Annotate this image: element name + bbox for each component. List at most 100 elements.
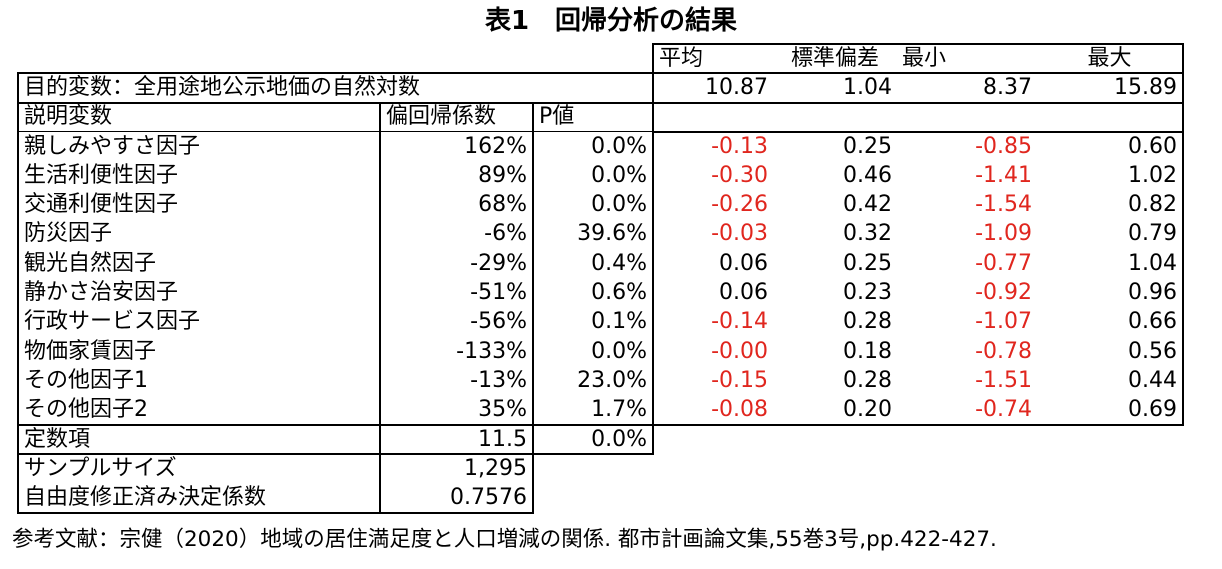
regression-table: 平均 標準偏差 最小 最大 目的変数：全用途地公示地価の自然対数 10.87 1…	[17, 42, 1184, 514]
row-variable-name: 物価家賃因子	[17, 336, 381, 367]
row-std: 0.25	[843, 250, 892, 276]
row-min: -0.77	[975, 250, 1032, 276]
target-min: 8.37	[897, 73, 1037, 104]
row-std: 0.28	[843, 309, 892, 335]
table-row: 交通利便性因子 68% 0.0% -0.26 0.42 -1.54 0.82	[17, 190, 1184, 220]
sample-size-label: サンプルサイズ	[17, 454, 381, 484]
row-p-value: 0.0%	[533, 161, 654, 191]
row-std: 0.46	[843, 162, 892, 188]
row-max: 0.60	[1037, 131, 1184, 162]
row-variable-name: その他因子1	[17, 366, 381, 396]
row-std: 0.20	[773, 395, 897, 426]
constant-coef: 11.5	[380, 424, 534, 456]
row-std: 0.42	[843, 192, 892, 218]
header-variable: 説明変数	[17, 102, 381, 133]
table-row: 生活利便性因子 89% 0.0% -0.30 0.46 -1.41 1.02	[17, 161, 1184, 191]
row-coef: 68%	[380, 190, 534, 220]
row-variable-name: 親しみやすさ因子	[17, 131, 381, 162]
row-std: 0.32	[843, 221, 892, 247]
header-mean: 平均	[652, 42, 773, 75]
row-mean: -0.14	[711, 309, 768, 335]
row-max: 0.44	[1037, 366, 1184, 396]
adj-r2-row: 自由度修正済み決定係数 0.7576	[17, 483, 1183, 514]
row-max: 1.04	[1037, 249, 1184, 279]
table-title: 表1 回帰分析の結果	[484, 6, 738, 36]
row-max: 0.96	[1037, 278, 1184, 308]
row-mean: -0.30	[711, 162, 768, 188]
header-max: 最大	[1037, 42, 1184, 75]
row-mean: -0.26	[711, 192, 768, 218]
sample-size-row: サンプルサイズ 1,295	[17, 454, 1183, 484]
target-max: 15.89	[1037, 73, 1184, 104]
target-std: 1.04	[773, 73, 897, 104]
row-coef: -29%	[380, 249, 534, 279]
row-max: 0.66	[1037, 307, 1184, 337]
sample-size-value: 1,295	[380, 454, 534, 484]
header-p: P値	[533, 102, 654, 133]
table-row: その他因子1 -13% 23.0% -0.15 0.28 -1.51 0.44	[17, 366, 1184, 396]
row-mean: -0.03	[711, 221, 768, 247]
row-variable-name: 防災因子	[17, 219, 381, 250]
row-coef: -133%	[380, 336, 534, 367]
row-min: -1.07	[975, 309, 1032, 335]
target-label: 目的変数：全用途地公示地価の自然対数	[17, 72, 653, 104]
constant-p: 0.0%	[533, 424, 654, 456]
row-max: 0.56	[1037, 336, 1184, 367]
row-p-value: 0.6%	[533, 278, 654, 308]
row-variable-name: 行政サービス因子	[17, 307, 381, 337]
row-mean: -0.13	[711, 134, 768, 160]
row-min: -0.85	[975, 134, 1032, 160]
row-max: 0.69	[1037, 395, 1184, 426]
table-row: 物価家賃因子 -133% 0.0% -0.00 0.18 -0.78 0.56	[17, 336, 1184, 367]
row-std: 0.23	[843, 280, 892, 306]
row-coef: -13%	[380, 366, 534, 396]
row-coef: -56%	[380, 307, 534, 337]
row-p-value: 39.6%	[533, 219, 654, 250]
table-body: 平均 標準偏差 最小 最大 目的変数：全用途地公示地価の自然対数 10.87 1…	[17, 42, 1184, 514]
row-p-value: 0.1%	[533, 307, 654, 337]
row-mean: 0.06	[719, 280, 768, 306]
row-min: -1.09	[975, 221, 1032, 247]
table-row: 行政サービス因子 -56% 0.1% -0.14 0.28 -1.07 0.66	[17, 307, 1184, 337]
row-variable-name: 交通利便性因子	[17, 190, 381, 220]
row-p-value: 0.4%	[533, 249, 654, 279]
row-variable-name: その他因子2	[17, 395, 381, 426]
row-coef: -51%	[380, 278, 534, 308]
row-variable-name: 観光自然因子	[17, 249, 381, 279]
row-variable-name: 生活利便性因子	[17, 161, 381, 191]
row-std: 0.18	[843, 338, 892, 364]
header-std: 標準偏差	[773, 42, 897, 75]
row-min: -0.74	[897, 395, 1037, 426]
row-max: 0.79	[1037, 219, 1184, 250]
row-min: -0.78	[975, 338, 1032, 364]
row-p-value: 0.0%	[533, 336, 654, 367]
table-row: 防災因子 -6% 39.6% -0.03 0.32 -1.09 0.79	[17, 219, 1184, 250]
row-max: 1.02	[1037, 161, 1184, 191]
row-mean: -0.08	[653, 395, 773, 426]
row-mean: -0.15	[711, 367, 768, 393]
row-min: -0.92	[975, 280, 1032, 306]
row-coef: -6%	[380, 219, 534, 250]
row-std: 0.25	[843, 134, 892, 160]
header-min: 最小	[897, 42, 1037, 75]
row-min: -1.54	[975, 192, 1032, 218]
row-coef: 162%	[380, 131, 534, 162]
row-max: 0.82	[1037, 190, 1184, 220]
constant-row: 定数項 11.5 0.0%	[17, 424, 1183, 456]
row-coef: 35%	[380, 395, 534, 426]
row-coef: 89%	[380, 161, 534, 191]
adj-r2-value: 0.7576	[380, 483, 534, 514]
row-mean: -0.00	[711, 338, 768, 364]
target-row: 目的変数：全用途地公示地価の自然対数 10.87 1.04 8.37 15.89	[17, 72, 1184, 104]
row-p-value: 23.0%	[533, 366, 654, 396]
row-mean: 0.06	[719, 250, 768, 276]
table-row: 静かさ治安因子 -51% 0.6% 0.06 0.23 -0.92 0.96	[17, 278, 1184, 308]
row-p-value: 0.0%	[533, 190, 654, 220]
table-row: 観光自然因子 -29% 0.4% 0.06 0.25 -0.77 1.04	[17, 249, 1184, 279]
adj-r2-label: 自由度修正済み決定係数	[17, 483, 381, 514]
row-variable-name: 静かさ治安因子	[17, 278, 381, 308]
row-std: 0.28	[843, 367, 892, 393]
target-mean: 10.87	[652, 73, 773, 104]
row-min: -1.51	[975, 367, 1032, 393]
header-coef: 偏回帰係数	[380, 102, 534, 133]
